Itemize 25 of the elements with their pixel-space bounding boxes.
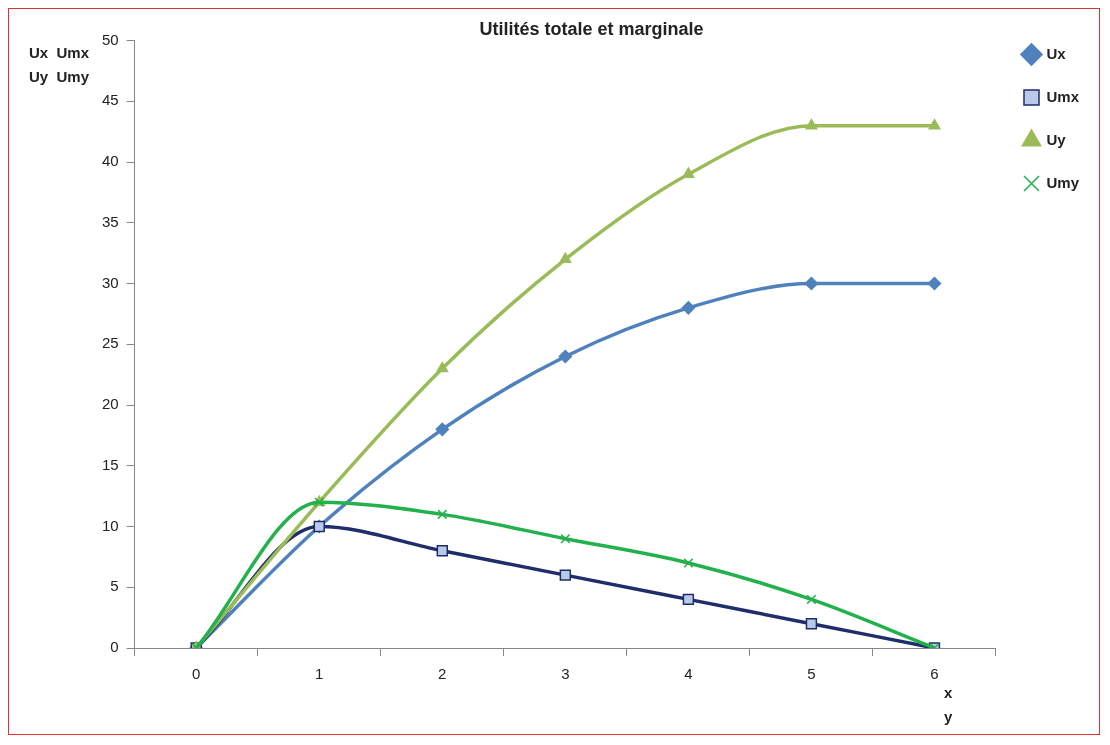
x-tick-label: 3 xyxy=(561,665,570,683)
legend-label: Ux xyxy=(1046,44,1067,62)
legend-label: Uy xyxy=(1046,130,1067,148)
x-tick-label: 2 xyxy=(438,665,447,683)
x-tick-label: 0 xyxy=(192,665,201,683)
y-tick-label: 20 xyxy=(102,395,119,413)
y-tick-label: 25 xyxy=(102,334,119,352)
y-tick-label: 40 xyxy=(102,152,119,170)
x-tick-label: 5 xyxy=(807,665,816,683)
chart-title: Utilités totale et marginale xyxy=(479,18,704,39)
y-tick-label: 35 xyxy=(102,212,119,230)
y-tick-label: 50 xyxy=(102,30,119,48)
y-axis-title: Ux Umx Uy Umy xyxy=(29,43,90,87)
legend-label: Umy xyxy=(1046,173,1080,191)
x-tick-label: 6 xyxy=(930,665,939,683)
y-tick-label: 10 xyxy=(102,516,119,534)
x-axis-title: x y xyxy=(944,683,953,727)
x-tick-label: 4 xyxy=(684,665,693,683)
y-tick-label: 30 xyxy=(102,273,119,291)
y-tick-label: 0 xyxy=(110,638,119,656)
y-tick-label: 5 xyxy=(110,577,119,595)
x-tick-label: 1 xyxy=(315,665,324,683)
y-tick-label: 15 xyxy=(102,455,119,473)
y-tick-label: 45 xyxy=(102,91,119,109)
legend-label: Umx xyxy=(1046,87,1080,105)
